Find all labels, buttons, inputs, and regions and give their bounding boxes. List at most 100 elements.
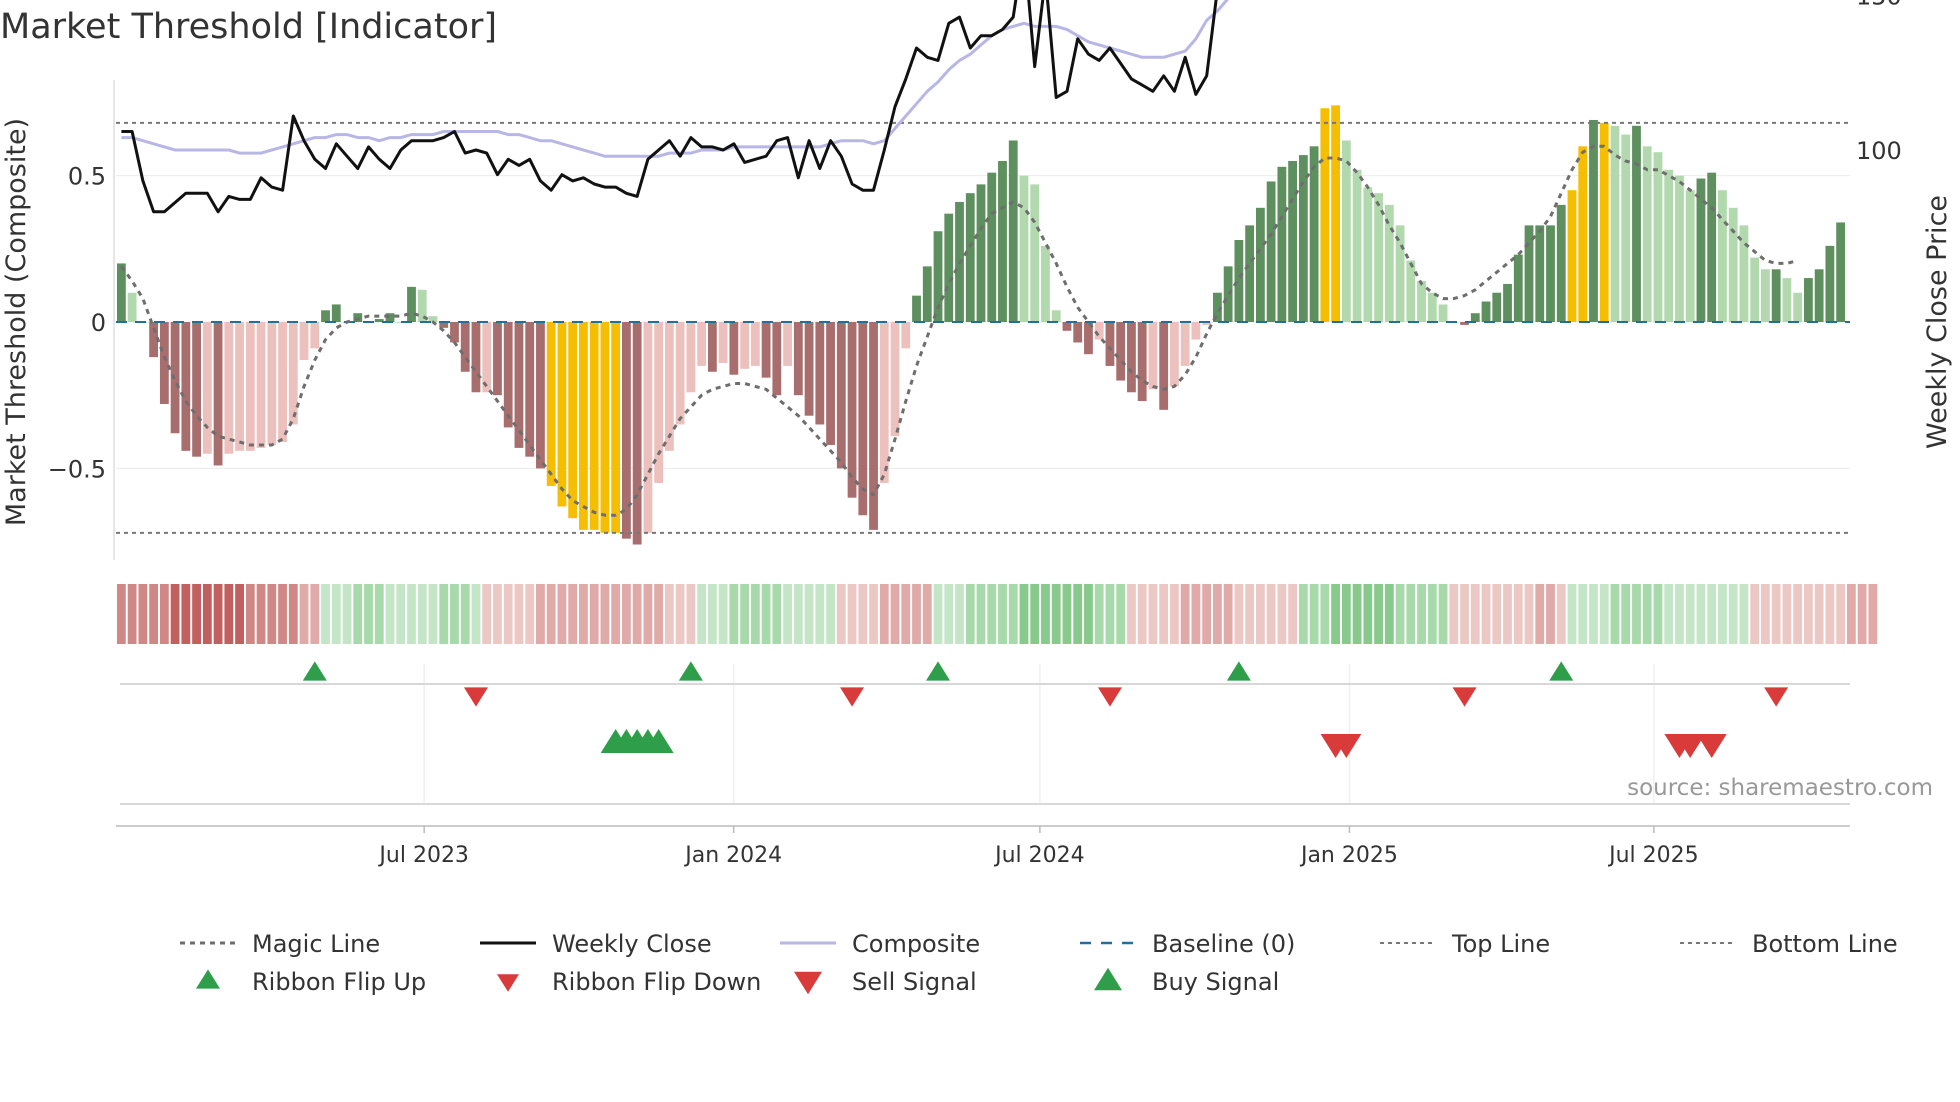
ribbon-segment xyxy=(471,584,481,644)
composite-bar xyxy=(256,322,266,448)
ribbon-segment xyxy=(568,584,578,644)
ribbon-segment xyxy=(1180,584,1190,644)
composite-bar xyxy=(750,322,760,366)
composite-bar xyxy=(1675,175,1684,322)
ribbon-segment xyxy=(922,584,932,644)
ribbon-segment xyxy=(1266,584,1276,644)
buy-signal-marker xyxy=(643,729,674,753)
composite-bar xyxy=(1298,155,1308,322)
composite-bar xyxy=(1137,322,1147,402)
ribbon-segment xyxy=(353,584,363,644)
ribbon-segment xyxy=(310,584,320,644)
ribbon-segment xyxy=(1245,584,1255,644)
ribbon-segment xyxy=(1546,584,1555,644)
composite-bar xyxy=(1621,134,1631,322)
composite-bar xyxy=(600,322,610,533)
composite-bar xyxy=(1084,322,1093,355)
composite-bar xyxy=(310,322,320,349)
composite-bar xyxy=(1718,190,1727,322)
composite-bar xyxy=(1255,207,1265,322)
legend-label: Ribbon Flip Up xyxy=(252,968,426,996)
composite-bar xyxy=(1094,322,1104,340)
composite-bar xyxy=(847,322,857,498)
ribbon-segment xyxy=(707,584,717,644)
ribbon-segment xyxy=(1352,584,1362,644)
composite-bar xyxy=(1406,260,1416,322)
composite-bar xyxy=(643,322,653,533)
signal-markers xyxy=(302,661,1789,758)
ribbon-segment xyxy=(1857,584,1867,644)
composite-bar xyxy=(1793,292,1803,322)
ribbon-segment xyxy=(955,584,964,644)
composite-bar xyxy=(288,322,298,425)
composite-bar xyxy=(1374,193,1383,322)
ribbon-segment xyxy=(1761,584,1770,644)
composite-bar xyxy=(267,322,277,445)
composite-bar xyxy=(482,322,492,393)
ribbon-segment xyxy=(654,584,664,644)
ribbon-segment xyxy=(1814,584,1824,644)
ribbon-segment xyxy=(998,584,1007,644)
composite-bar xyxy=(729,322,739,375)
ribbon-flip-down-marker xyxy=(840,687,865,707)
composite-bar xyxy=(879,322,889,484)
ribbon-segment xyxy=(1041,584,1050,644)
composite-bar xyxy=(1008,140,1018,322)
ribbon-segment xyxy=(1846,584,1856,644)
ribbon-segment xyxy=(675,584,685,644)
ribbon-segment xyxy=(1223,584,1233,644)
ribbon-segment xyxy=(428,584,438,644)
composite-bar xyxy=(1503,283,1512,322)
ribbon-segment xyxy=(1868,584,1878,644)
composite-bar xyxy=(686,322,696,393)
composite-bar xyxy=(901,322,911,349)
y-tick-label-left: −0.5 xyxy=(48,455,106,483)
composite-bar xyxy=(1782,278,1792,322)
composite-bar xyxy=(1427,292,1437,322)
ribbon-segment xyxy=(1298,584,1308,644)
ribbon-segment xyxy=(1127,584,1136,644)
ribbon-segment xyxy=(450,584,459,644)
ribbon-segment xyxy=(772,584,782,644)
composite-bar xyxy=(116,263,126,322)
composite-bar xyxy=(783,322,792,366)
ribbon-segment xyxy=(1685,584,1695,644)
source-note: source: sharemaestro.com xyxy=(1627,775,1933,801)
ribbon-segment xyxy=(1438,584,1448,644)
ribbon-segment xyxy=(933,584,943,644)
ribbon-segment xyxy=(181,584,191,644)
composite-bar xyxy=(611,322,621,533)
composite-bar xyxy=(1481,301,1491,322)
composite-bar xyxy=(1707,172,1717,322)
ribbon-flip-down-marker xyxy=(463,687,488,707)
composite-bar xyxy=(1320,108,1330,322)
ribbon-segment xyxy=(761,584,771,644)
composite-bar xyxy=(965,193,975,322)
ribbon-segment xyxy=(987,584,997,644)
composite-bars xyxy=(116,105,1846,545)
composite-bar xyxy=(439,322,449,328)
ribbon-segment xyxy=(192,584,201,644)
composite-bar xyxy=(1277,166,1287,322)
ribbon-segment xyxy=(793,584,803,644)
y-tick-label-left: 0.5 xyxy=(68,163,106,191)
ribbon-segment xyxy=(374,584,384,644)
composite-bar xyxy=(374,319,384,322)
ribbon-segment xyxy=(170,584,180,644)
composite-bar xyxy=(568,322,578,519)
composite-bar xyxy=(815,322,825,425)
legend-label: Baseline (0) xyxy=(1152,930,1295,958)
composite-bar xyxy=(396,322,406,323)
ribbon-segment xyxy=(1449,584,1459,644)
composite-bar xyxy=(632,322,642,545)
ribbon-segment xyxy=(1513,584,1523,644)
ribbon-segment xyxy=(407,584,416,644)
composite-line xyxy=(121,0,1229,158)
ribbon-segment xyxy=(1363,584,1373,644)
ribbon-segment xyxy=(1331,584,1341,644)
ribbon-segment xyxy=(1341,584,1351,644)
ribbon-segment xyxy=(1073,584,1083,644)
ribbon-segment xyxy=(1159,584,1169,644)
ribbon-segment xyxy=(879,584,889,644)
ribbon-segment xyxy=(1384,584,1394,644)
